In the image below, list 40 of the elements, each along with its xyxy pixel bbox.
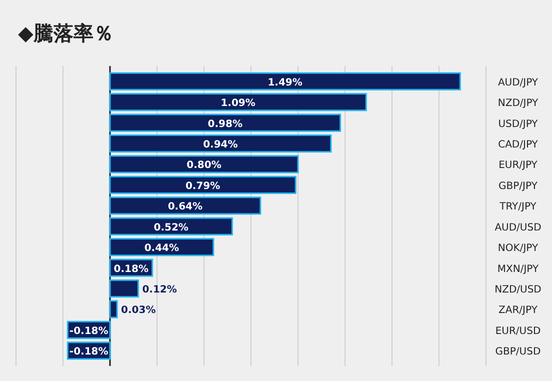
data-label: 0.52%: [154, 222, 188, 234]
data-label: 0.03%: [121, 305, 156, 316]
data-label: 0.64%: [168, 202, 203, 213]
data-label: 1.49%: [268, 77, 302, 88]
data-label: 0.44%: [144, 243, 180, 254]
data-label: 0.98%: [208, 118, 242, 130]
bar: [109, 155, 299, 174]
y-tick-label: NOK/JPY: [498, 243, 539, 254]
data-label: 0.12%: [142, 284, 177, 296]
y-tick-label: GBP/USD: [495, 346, 541, 358]
bar: [109, 72, 461, 90]
y-tick-label: USD/JPY: [498, 118, 539, 130]
y-tick-label: CAD/JPY: [498, 140, 539, 150]
bar: [109, 196, 262, 215]
y-tick-label: MXN/JPY: [497, 264, 540, 275]
data-label: -0.18%: [69, 346, 108, 358]
data-label: 0.94%: [203, 140, 238, 150]
bar: [109, 300, 118, 318]
y-tick-label: NZD/USD: [494, 284, 542, 296]
data-label: 0.80%: [186, 160, 222, 172]
bar: [109, 217, 233, 236]
y-tick-label: TRY/JPY: [498, 202, 538, 213]
bar: [109, 279, 139, 298]
data-label: 0.79%: [185, 180, 220, 192]
data-label: 1.09%: [220, 98, 256, 110]
bar: [109, 238, 214, 256]
chart-title: ◆騰落率％: [18, 21, 114, 45]
bar: [109, 134, 332, 153]
data-label: -0.18%: [69, 326, 108, 337]
y-tick-label: AUD/JPY: [498, 77, 539, 88]
y-tick-label: ZAR/JPY: [498, 305, 538, 316]
y-tick-label: NZD/JPY: [498, 98, 540, 110]
y-tick-label: AUD/USD: [494, 222, 542, 234]
data-label: 0.18%: [114, 264, 148, 275]
bar: [109, 93, 367, 112]
y-tick-label: GBP/JPY: [498, 180, 538, 192]
y-tick-label: EUR/USD: [495, 326, 541, 337]
bar: [109, 114, 342, 132]
y-tick-label: EUR/JPY: [498, 160, 538, 172]
bar: [109, 176, 296, 194]
